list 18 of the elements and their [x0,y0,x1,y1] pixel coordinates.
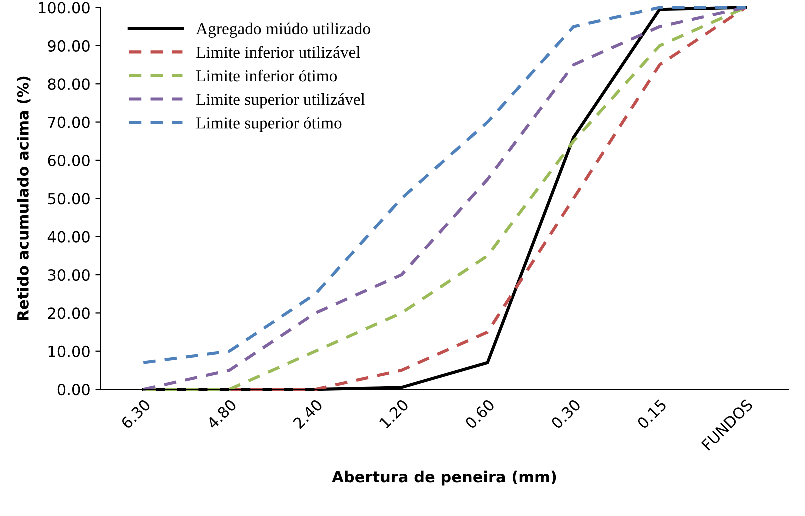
y-tick-label: 60.00 [48,154,90,166]
y-tick-label: 70.00 [48,116,90,128]
y-tick-label: 10.00 [48,346,90,358]
y-tick-label: 40.00 [48,231,90,243]
legend-label: Limite superior utilizável [196,94,366,109]
legend-label: Limite superior ótimo [196,117,342,132]
y-tick-label: 0.00 [58,384,90,396]
y-tick-label: 30.00 [48,269,90,282]
x-axis-title: Abertura de peneira (mm) [332,470,556,486]
y-tick-label: 20.00 [48,308,90,320]
y-axis-title: Retido acumulado acima (%) [17,76,31,320]
y-tick-label: 90.00 [48,40,90,52]
legend-label: Agregado miúdo utilizado [196,22,370,38]
y-tick-label: 50.00 [48,193,90,205]
legend-label: Limite inferior utilizável [196,46,360,58]
legend-label: Limite inferior ótimo [196,70,338,82]
y-tick-label: 100.00 [39,2,90,14]
y-tick-label: 80.00 [48,78,90,90]
